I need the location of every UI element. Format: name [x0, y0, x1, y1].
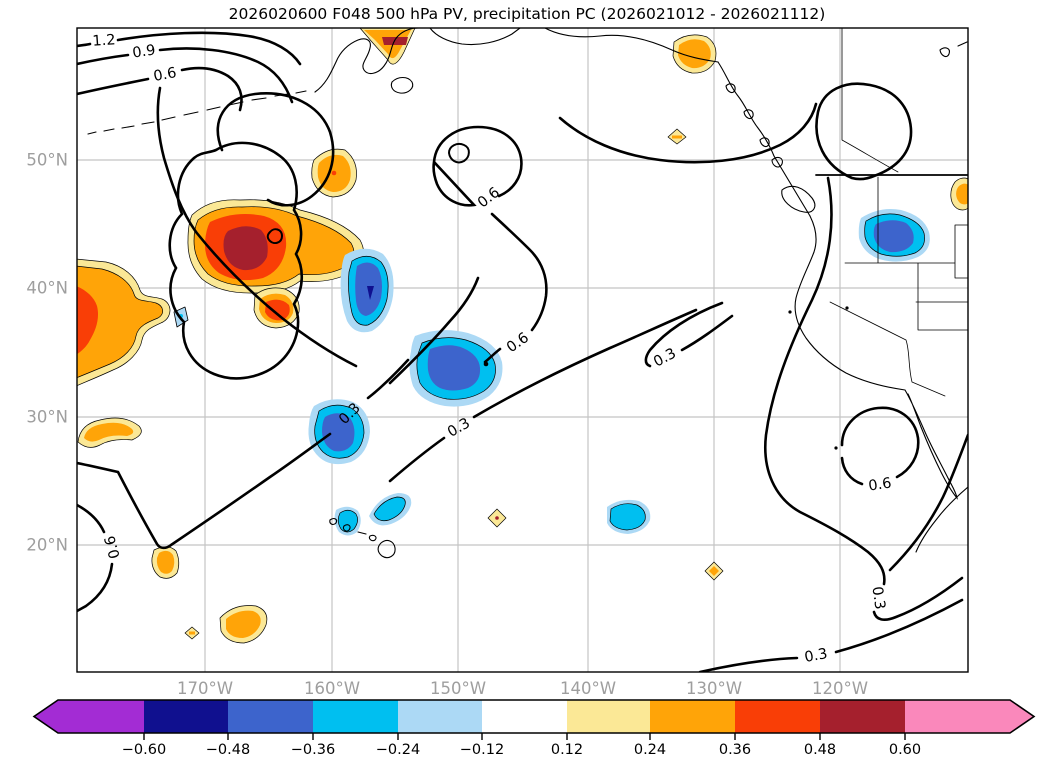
anomaly-negative-hawaii: [334, 493, 412, 536]
aleutian-islands: [87, 90, 307, 135]
colorbar-label-p036: 0.36: [718, 742, 752, 758]
x-axis-label-120w: 120°W: [811, 679, 869, 698]
colorbar-label-m024: −0.24: [375, 742, 421, 758]
x-axis-label-160w: 160°W: [303, 679, 361, 698]
anomaly-negative-137w-22n: [607, 499, 651, 534]
kodiak-island: [390, 76, 414, 94]
map-frame: [76, 27, 969, 673]
colorbar-label-m060: −0.60: [121, 742, 167, 758]
contour-left-hook-0p6: [77, 503, 114, 613]
anomaly-positive-right-edge: [950, 177, 968, 211]
contour-tiny-oval: [266, 228, 284, 245]
coastlines: [87, 28, 968, 559]
contour-0p6-baja-circle: [840, 406, 920, 486]
bc-alberta-border: [841, 28, 899, 173]
colorbar: [32, 699, 1036, 740]
contour-0p6-mid: [483, 212, 548, 364]
anomaly-positive-167w-13n: [184, 605, 268, 644]
contour-0p3-long-sw: [77, 358, 410, 550]
alaska-coast: [314, 28, 719, 93]
vancouver-island: [781, 185, 816, 213]
anomaly-negative-157w-40n: [340, 248, 394, 333]
y-axis-label-40n: 40°N: [26, 278, 68, 298]
contour-label-0p6-baja: 0.6: [867, 475, 893, 495]
x-axis-label-170w: 170°W: [176, 679, 234, 698]
contour-1p2: [77, 31, 302, 66]
anomaly-negative-idaho: [858, 209, 930, 262]
contour-descender: [156, 86, 198, 234]
anomaly-positive-small-19n: [151, 546, 180, 579]
coastal-islands: [725, 41, 968, 168]
colorbar-right-arrow: [905, 700, 1034, 733]
contour-0p3-mid: [388, 308, 698, 483]
anomaly-positive-se-alaska: [672, 34, 717, 74]
contour-from-topleft: [194, 230, 358, 368]
contour-upper-right-0p3: [888, 433, 968, 572]
political-borders: [788, 28, 968, 450]
contour-0p6-oval-inner: [447, 143, 470, 164]
colorbar-seg-5: [482, 700, 567, 733]
contour-blob-left: [388, 276, 480, 385]
colorbar-seg-8: [735, 700, 820, 733]
colorbar-seg-6: [567, 700, 650, 733]
gridlines: [77, 28, 968, 672]
y-axis-label-50n: 50°N: [26, 150, 68, 170]
state-borders: [829, 176, 968, 397]
colorbar-seg-1: [144, 700, 228, 733]
colorbar-outline: [32, 699, 1036, 734]
colorbar-seg-7: [650, 700, 735, 733]
colorbar-seg-4: [398, 700, 482, 733]
anomaly-positive-left-edge: [77, 258, 171, 386]
colorbar-ticks: [143, 733, 906, 740]
contour-0p6-oval: [432, 125, 523, 207]
colorbar-label-p012: 0.12: [550, 742, 584, 758]
colorbar-label-p060: 0.60: [888, 742, 922, 758]
x-axis-label-140w: 140°W: [559, 679, 617, 698]
contour-0p9: [77, 47, 294, 104]
anomaly-negative-160w-29n: [308, 399, 370, 465]
us-west-coast-baja: [794, 215, 958, 500]
y-axis-label-20n: 20°N: [26, 535, 68, 555]
anomaly-positive-small-south: [253, 287, 300, 329]
colorbar-left-arrow: [34, 700, 144, 733]
contour-teardrop: [815, 82, 913, 181]
x-axis-label-150w: 150°W: [429, 679, 487, 698]
colorbar-label-m048: −0.48: [205, 742, 251, 758]
contour-coastal-long: [764, 176, 964, 622]
colorbar-seg-3: [313, 700, 398, 733]
contour-label-0p3-vertical: 0.3: [868, 585, 888, 611]
colorbar-seg-2: [228, 700, 313, 733]
contour-label-1p2: 1.2: [91, 32, 117, 50]
x-axis-label-130w: 130°W: [685, 679, 743, 698]
mexico-mainland-coast: [915, 486, 968, 553]
anomaly-positive-top-wedge: [359, 28, 416, 65]
anomaly-positive-178w-28n: [77, 417, 142, 448]
colorbar-label-m012: −0.12: [459, 742, 505, 758]
figure-title: 2026020600 F048 500 hPa PV, precipitatio…: [228, 5, 826, 23]
contour-loop-upper: [216, 92, 335, 207]
colorbar-label-p024: 0.24: [633, 742, 667, 758]
anomaly-diamond-markers: [487, 128, 724, 581]
anomaly-negative-151w-34n: [409, 330, 503, 407]
anomaly-positive-central: [187, 199, 364, 294]
filled-anomaly-shading: [77, 28, 968, 644]
y-axis-label-30n: 30°N: [26, 407, 68, 427]
contour-loop-main: [168, 141, 304, 380]
colorbar-label-m036: −0.36: [290, 742, 336, 758]
colorbar-label-p048: 0.48: [803, 742, 837, 758]
contour-gulf-arc: [558, 102, 818, 164]
pv-contour-lines: [77, 31, 968, 672]
bc-panhandle-coast: [717, 61, 811, 217]
contour-hairpin-0p3: [644, 301, 734, 368]
hawaii-islands: [329, 518, 396, 559]
contour-bottom-0p3: [698, 598, 964, 672]
contour-label-0p9: 0.9: [131, 42, 157, 62]
colorbar-seg-9: [820, 700, 905, 733]
